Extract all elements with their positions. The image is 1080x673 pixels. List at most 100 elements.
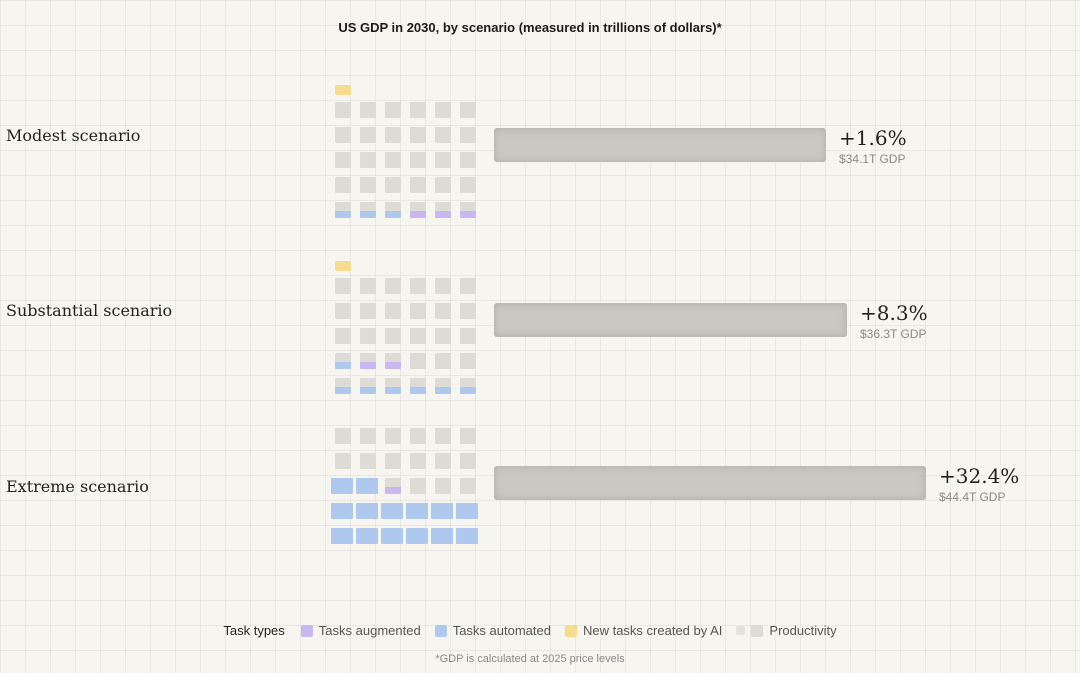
waffle-cell-modest [435, 177, 451, 193]
waffle-cell-extreme [381, 528, 403, 544]
waffle-cell-modest [460, 152, 476, 168]
waffle-cell-substantial [460, 378, 476, 394]
new-tasks-swatch-icon [564, 624, 577, 637]
waffle-cell-extreme [335, 428, 351, 444]
waffle-cell-extreme [431, 503, 453, 519]
scenario-label-extreme: Extreme scenario [6, 477, 149, 496]
waffle-cell-modest [460, 127, 476, 143]
waffle-cell-modest [360, 102, 376, 118]
waffle-cell-substantial [360, 378, 376, 394]
waffle-cell-substantial [435, 328, 451, 344]
waffle-cell-extreme [385, 453, 401, 469]
waffle-cell-extreme [431, 528, 453, 544]
waffle-cell-modest [385, 152, 401, 168]
waffle-cell-substantial [435, 303, 451, 319]
gdp-bar-extreme [494, 466, 926, 500]
waffle-cell-substantial [385, 378, 401, 394]
waffle-cell-extreme [356, 528, 378, 544]
waffle-cell-substantial [385, 303, 401, 319]
legend: Task types Tasks augmented Tasks automat… [0, 623, 1060, 638]
new-task-cell-modest [335, 85, 351, 95]
waffle-cell-extreme [360, 453, 376, 469]
waffle-cell-extreme [385, 428, 401, 444]
waffle-cell-extreme [381, 503, 403, 519]
legend-label-augmented: Tasks augmented [318, 623, 421, 638]
waffle-cell-substantial [360, 278, 376, 294]
gdp-label-extreme: $44.4T GDP [939, 490, 1006, 504]
waffle-cell-substantial [460, 278, 476, 294]
legend-label-new-tasks: New tasks created by AI [582, 623, 723, 638]
waffle-cell-extreme [385, 478, 401, 494]
waffle-cell-extreme [460, 478, 476, 494]
waffle-cell-substantial [335, 328, 351, 344]
waffle-cell-modest [410, 127, 426, 143]
waffle-cell-modest [335, 177, 351, 193]
waffle-cell-extreme [360, 428, 376, 444]
waffle-cell-substantial [435, 353, 451, 369]
waffle-cell-extreme [435, 478, 451, 494]
waffle-cell-modest [435, 127, 451, 143]
waffle-cell-modest [360, 127, 376, 143]
waffle-cell-substantial [410, 278, 426, 294]
waffle-cell-substantial [385, 353, 401, 369]
waffle-cell-modest [335, 127, 351, 143]
waffle-cell-substantial [335, 278, 351, 294]
pct-label-modest: +1.6% [839, 126, 907, 150]
waffle-cell-modest [385, 177, 401, 193]
waffle-cell-extreme [460, 453, 476, 469]
legend-title: Task types [223, 623, 285, 638]
waffle-cell-substantial [385, 278, 401, 294]
waffle-cell-modest [460, 202, 476, 218]
waffle-cell-modest [360, 202, 376, 218]
waffle-cell-substantial [460, 328, 476, 344]
waffle-cell-substantial [360, 353, 376, 369]
waffle-cell-modest [410, 202, 426, 218]
waffle-cell-extreme [410, 453, 426, 469]
waffle-cell-extreme [406, 528, 428, 544]
scenario-label-modest: Modest scenario [6, 126, 141, 145]
waffle-cell-modest [410, 152, 426, 168]
waffle-cell-extreme [460, 428, 476, 444]
waffle-cell-modest [435, 102, 451, 118]
waffle-cell-modest [360, 177, 376, 193]
pct-label-extreme: +32.4% [939, 464, 1020, 488]
waffle-cell-modest [360, 152, 376, 168]
waffle-cell-substantial [335, 303, 351, 319]
legend-item-productivity: Productivity [736, 623, 837, 638]
waffle-cell-extreme [356, 478, 378, 494]
gdp-label-substantial: $36.3T GDP [860, 327, 927, 341]
waffle-cell-extreme [410, 478, 426, 494]
waffle-cell-extreme [456, 503, 478, 519]
legend-item-augmented: Tasks augmented [300, 623, 421, 638]
waffle-cell-extreme [331, 503, 353, 519]
productivity-swatch-small-icon [736, 626, 746, 635]
waffle-cell-extreme [356, 503, 378, 519]
waffle-cell-modest [460, 177, 476, 193]
legend-item-new-tasks: New tasks created by AI [564, 623, 723, 638]
waffle-cell-substantial [385, 328, 401, 344]
waffle-cell-substantial [460, 303, 476, 319]
waffle-cell-extreme [435, 453, 451, 469]
automated-swatch-icon [434, 624, 447, 637]
waffle-cell-modest [410, 177, 426, 193]
waffle-cell-substantial [410, 328, 426, 344]
waffle-cell-substantial [410, 353, 426, 369]
waffle-cell-substantial [360, 328, 376, 344]
waffle-cell-modest [435, 202, 451, 218]
new-task-cell-substantial [335, 261, 351, 271]
gdp-label-modest: $34.1T GDP [839, 152, 906, 166]
waffle-cell-modest [460, 102, 476, 118]
waffle-cell-modest [435, 152, 451, 168]
productivity-swatch-icon [751, 624, 764, 637]
footnote: *GDP is calculated at 2025 price levels [435, 653, 625, 665]
gdp-bar-modest [494, 128, 826, 162]
scenario-label-substantial: Substantial scenario [6, 301, 173, 320]
waffle-cell-modest [335, 152, 351, 168]
waffle-cell-modest [385, 102, 401, 118]
waffle-cell-extreme [406, 503, 428, 519]
augmented-swatch-icon [300, 624, 313, 637]
legend-label-productivity: Productivity [769, 623, 837, 638]
waffle-cell-modest [385, 202, 401, 218]
chart-title: US GDP in 2030, by scenario (measured in… [338, 20, 722, 35]
waffle-cell-substantial [410, 303, 426, 319]
